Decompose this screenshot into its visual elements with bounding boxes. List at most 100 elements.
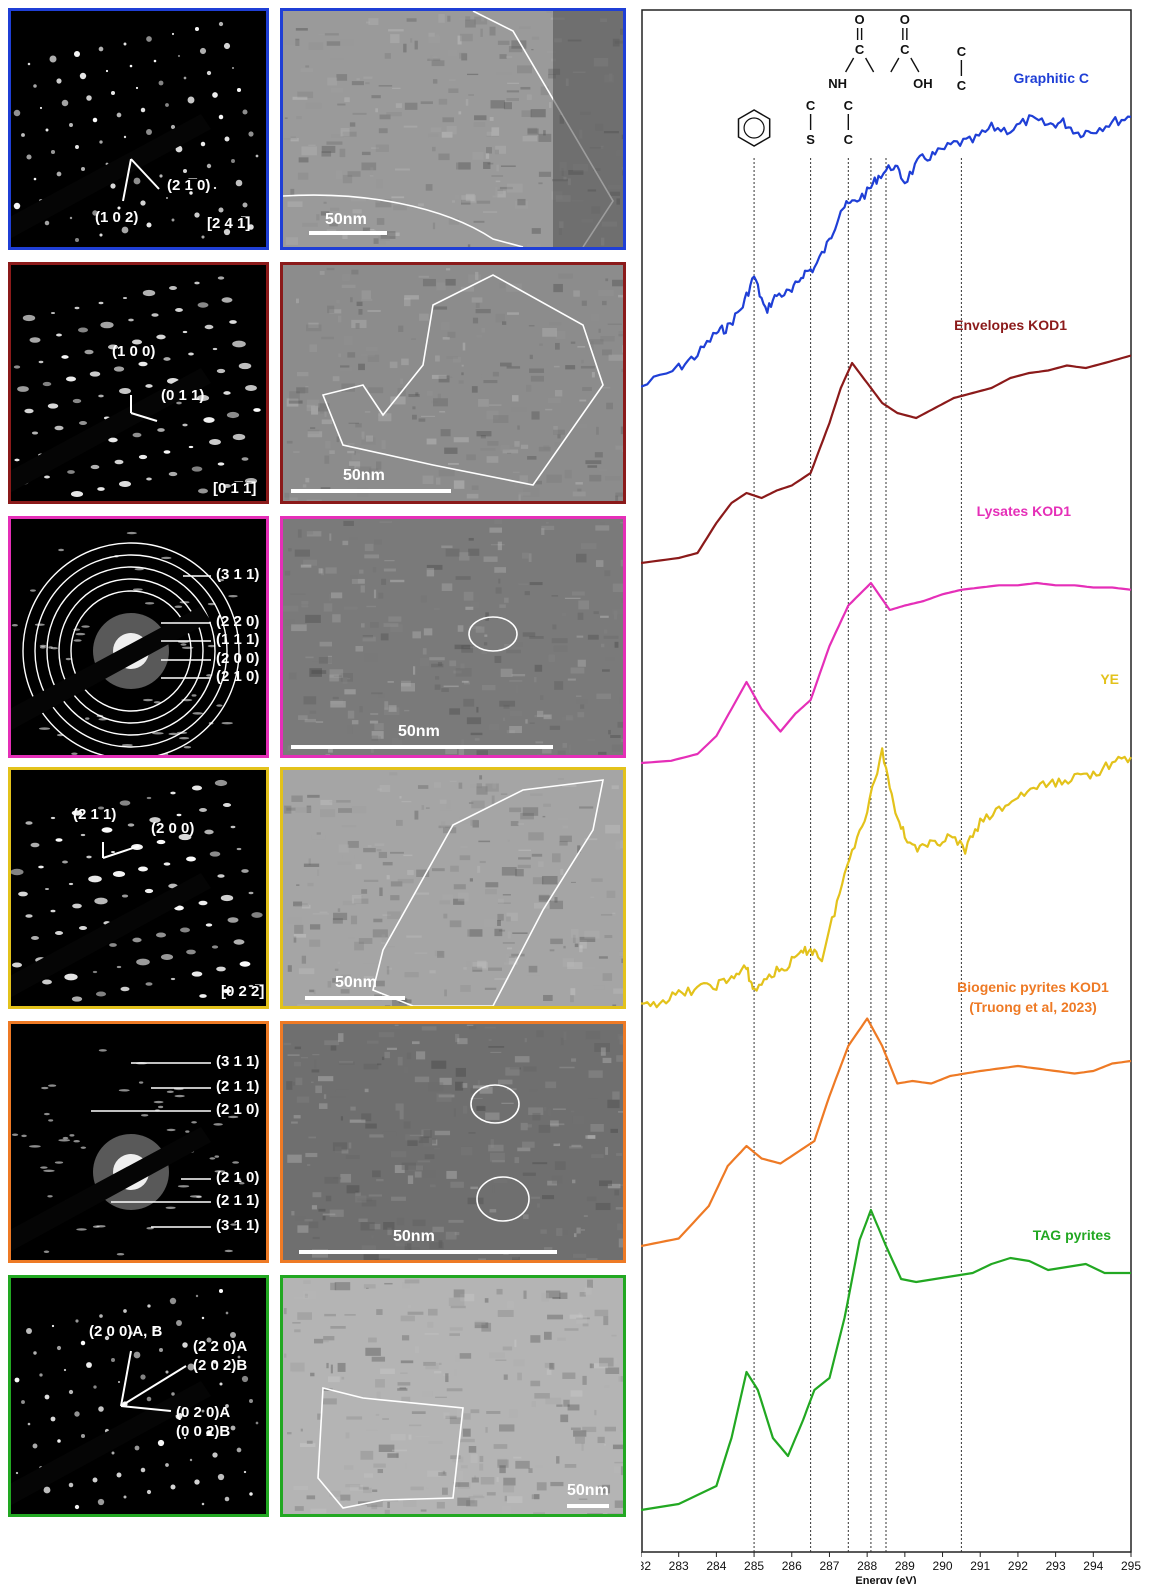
carboxyl-oh-label: OH — [913, 76, 933, 91]
scale-bar-label: 50nm — [335, 974, 377, 992]
diffraction-index-label: (0 0 2)B — [176, 1423, 230, 1440]
diffraction-index-label: (2 0 0) — [216, 650, 259, 667]
hrtem-panel: 50nm — [280, 1275, 626, 1517]
x-tick-label: 287 — [819, 1559, 839, 1573]
scale-bar-label: 50nm — [398, 723, 440, 741]
amide-bond — [866, 58, 874, 72]
hrtem-panel: 50nm — [280, 262, 626, 504]
saed-panel: (2 0 0)A, B (2 2 0)A (2 0 2)B (0 2 0)A (0 0 … — [8, 1275, 269, 1517]
x-tick-label: 288 — [857, 1559, 877, 1573]
scale-bar-label: 50nm — [393, 1228, 435, 1246]
thio-carbon-label: C — [806, 98, 816, 113]
carboxyl-bond — [911, 58, 919, 72]
diffraction-index-label: (2 0 0) — [151, 820, 194, 837]
nexafs-spectra-chart: 282 283 284 285 286 287 288 289 290 291 292 293 294 2… — [641, 8, 1151, 1584]
benzene-ring-icon — [739, 110, 770, 146]
amide-carbon-label: C — [855, 42, 865, 57]
hrtem-panel: 50nm — [280, 8, 626, 250]
amide-oxygen-label: O — [855, 12, 865, 27]
saed-panel: (3 1 1) (2 2 0)(1 1 1) (2 0 0)(2 1 0) — [8, 516, 269, 758]
saed-pattern-graphic — [11, 770, 266, 1006]
saed-panel: (3 1 1) (2 1 1) (2 1 0) (2 1 0) (2 1 1) (3 1 … — [8, 1021, 269, 1263]
hrtem-image-graphic — [283, 770, 623, 1006]
cc-carbon-label: C — [957, 78, 967, 93]
hrtem-panel: 50nm — [280, 1021, 626, 1263]
hrtem-panel: 50nm — [280, 516, 626, 758]
scale-bar-label: 50nm — [567, 1482, 609, 1500]
scale-bar-label: 50nm — [343, 467, 385, 485]
series-label: Graphitic C — [1014, 70, 1089, 86]
saed-pattern-graphic — [11, 265, 266, 501]
scale-bar — [299, 1250, 557, 1254]
diffraction-index-label: (1 0 0) — [112, 343, 155, 360]
spectra-svg: 282 283 284 285 286 287 288 289 290 291 292 293 294 2… — [641, 8, 1151, 1584]
scale-bar — [309, 231, 387, 235]
hrtem-image-graphic — [283, 1024, 623, 1260]
diffraction-index-label: [0 2 2̅] — [221, 983, 264, 1000]
diffraction-index-label: (0 1 1) — [161, 387, 204, 404]
diffraction-index-label: (2 1 1) — [73, 806, 116, 823]
x-tick-label: 295 — [1121, 1559, 1141, 1573]
diffraction-index-label: (2 1 1) — [216, 1078, 259, 1095]
x-tick-label: 293 — [1046, 1559, 1066, 1573]
diffraction-index-label: (2 1̅ 0) — [167, 177, 210, 194]
x-tick-label: 286 — [782, 1559, 802, 1573]
series-label: Lysates KOD1 — [977, 503, 1072, 519]
x-tick-label: 294 — [1083, 1559, 1103, 1573]
carboxyl-bond — [891, 58, 899, 72]
x-tick-label: 282 — [641, 1559, 651, 1573]
x-tick-label: 283 — [669, 1559, 689, 1573]
diffraction-index-label: (2 2 0) — [216, 613, 259, 630]
benzene-ring-inner — [744, 118, 764, 138]
hrtem-image-graphic — [283, 265, 623, 501]
saed-pattern-graphic — [11, 11, 266, 247]
diffraction-index-label: (1 1 1) — [216, 631, 259, 648]
series-label: Envelopes KOD1 — [954, 317, 1067, 333]
hrtem-image-graphic — [283, 519, 623, 755]
diffraction-index-label: (2 2 0)A — [193, 1338, 247, 1355]
diffraction-index-label: (2 1 0) — [216, 668, 259, 685]
diffraction-index-label: (3 1 1) — [216, 1217, 259, 1234]
diffraction-index-label: (3 1 1) — [216, 1053, 259, 1070]
cc-carbon-label: C — [957, 44, 967, 59]
scale-bar — [291, 489, 451, 493]
series-label: TAG pyrites — [1033, 1227, 1112, 1243]
amide-nh-label: NH — [828, 76, 847, 91]
saed-panel: (2 1̅ 0) (1 0 2) [2 4 1̅] — [8, 8, 269, 250]
thio-sulfur-label: S — [806, 132, 815, 147]
saed-pattern-graphic — [11, 1278, 266, 1514]
scale-bar — [291, 745, 553, 749]
carboxyl-carbon-label: C — [900, 42, 910, 57]
cc-carbon-label: C — [844, 98, 854, 113]
x-tick-label: 292 — [1008, 1559, 1028, 1573]
carboxyl-oxygen-label: O — [900, 12, 910, 27]
series-label: Biogenic pyrites KOD1 — [957, 979, 1109, 995]
diffraction-index-label: (2 1 0) — [216, 1101, 259, 1118]
diffraction-index-label: [2 4 1̅] — [207, 215, 250, 232]
saed-panel: (1 0 0) (0 1 1) [0 1̅ 1̅] — [8, 262, 269, 504]
cc-carbon-label: C — [844, 132, 854, 147]
diffraction-index-label: [0 1̅ 1̅] — [213, 480, 256, 497]
x-axis-title: Energy (eV) — [855, 1575, 916, 1584]
amide-bond — [846, 58, 854, 72]
scale-bar-label: 50nm — [325, 211, 367, 229]
x-tick-label: 285 — [744, 1559, 764, 1573]
diffraction-index-label: (2 0 0)A, B — [89, 1323, 162, 1340]
series-label: (Truong et al, 2023) — [969, 999, 1097, 1015]
x-tick-label: 289 — [895, 1559, 915, 1573]
scale-bar — [567, 1504, 609, 1508]
hrtem-image-graphic — [283, 1278, 623, 1514]
hrtem-panel: 50nm — [280, 767, 626, 1009]
diffraction-index-label: (2 1 1) — [216, 1192, 259, 1209]
diffraction-index-label: (2 0 2)B — [193, 1357, 247, 1374]
x-tick-label: 284 — [706, 1559, 726, 1573]
series-label: YE — [1100, 671, 1119, 687]
diffraction-index-label: (2 1 0) — [216, 1169, 259, 1186]
diffraction-index-label: (1 0 2) — [95, 209, 138, 226]
diffraction-index-label: (0 2 0)A — [176, 1404, 230, 1421]
diffraction-index-label: (3 1 1) — [216, 566, 259, 583]
x-tick-label: 290 — [933, 1559, 953, 1573]
scale-bar — [305, 996, 405, 1000]
x-tick-label: 291 — [970, 1559, 990, 1573]
saed-panel: (2 1 1) (2 0 0) [0 2 2̅] — [8, 767, 269, 1009]
